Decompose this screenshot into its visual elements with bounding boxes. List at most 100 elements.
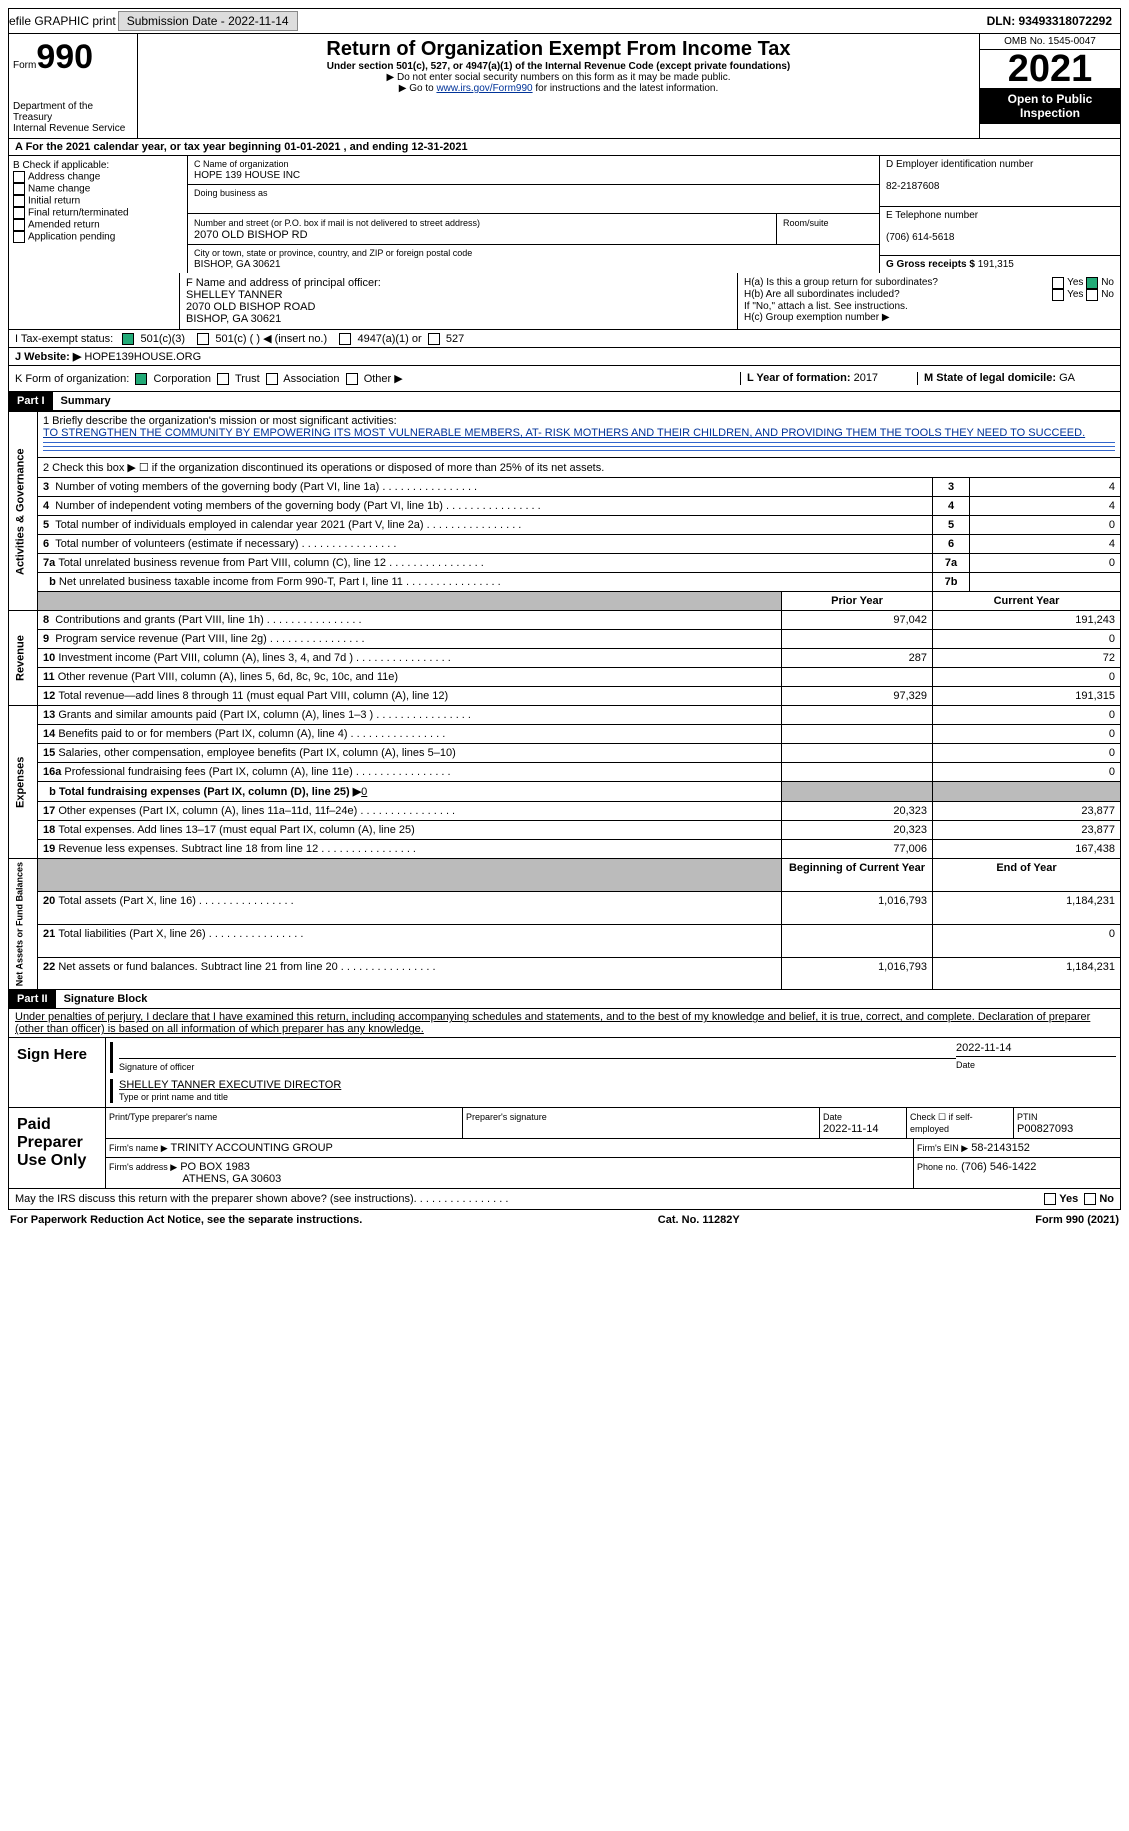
firm-ein: 58-2143152 [971, 1142, 1030, 1154]
chk-527[interactable] [428, 333, 440, 345]
line-3: 3 Number of voting members of the govern… [38, 478, 933, 497]
chk-name[interactable] [13, 183, 25, 195]
row-klm: K Form of organization: Corporation Trus… [8, 366, 1121, 392]
line-20: 20 Total assets (Part X, line 16) [38, 891, 782, 924]
sig-officer-label: Signature of officer [119, 1062, 194, 1072]
vert-ag: Activities & Governance [9, 412, 38, 611]
street-address: 2070 OLD BISHOP RD [194, 229, 308, 241]
open-inspection: Open to Public Inspection [980, 88, 1120, 124]
line-11: 11 Other revenue (Part VIII, column (A),… [38, 668, 782, 687]
efile-label: efile GRAPHIC print [9, 14, 116, 28]
firm-addr-label: Firm's address ▶ [109, 1162, 177, 1172]
chk-other[interactable] [346, 373, 358, 385]
discuss-no[interactable] [1084, 1193, 1096, 1205]
opt-final: Final return/terminated [28, 208, 129, 219]
city-label: City or town, state or province, country… [194, 248, 472, 258]
ha-label: H(a) Is this a group return for subordin… [744, 277, 1052, 289]
prep-date: 2022-11-14 [823, 1123, 878, 1135]
chk-assoc[interactable] [266, 373, 278, 385]
cat-no: Cat. No. 11282Y [658, 1214, 740, 1226]
hdr-curr: Current Year [994, 595, 1060, 607]
chk-address[interactable] [13, 171, 25, 183]
form-prefix: Form [13, 60, 36, 71]
note-1: ▶ Do not enter social security numbers o… [142, 72, 975, 83]
hdr-end: End of Year [996, 862, 1056, 874]
chk-amended[interactable] [13, 219, 25, 231]
opt-address: Address change [28, 172, 100, 183]
chk-initial[interactable] [13, 195, 25, 207]
ptin: P00827093 [1017, 1123, 1073, 1135]
m-label: M State of legal domicile: [924, 372, 1056, 384]
row-i: I Tax-exempt status: 501(c)(3) 501(c) ( … [8, 330, 1121, 348]
l-label: L Year of formation: [747, 372, 851, 384]
note2-post: for instructions and the latest informat… [533, 83, 719, 94]
chk-corp[interactable] [135, 373, 147, 385]
sig-date: 2022-11-14 [956, 1042, 1116, 1054]
c-name-label: C Name of organization [194, 159, 289, 169]
line-7b: b Net unrelated business taxable income … [38, 573, 933, 592]
row-a: A For the 2021 calendar year, or tax yea… [8, 139, 1121, 156]
hdr-beg: Beginning of Current Year [789, 862, 925, 874]
line-22: 22 Net assets or fund balances. Subtract… [38, 957, 782, 990]
penalties-text: Under penalties of perjury, I declare th… [8, 1009, 1121, 1038]
opt-amended: Amended return [28, 220, 100, 231]
chk-501c[interactable] [197, 333, 209, 345]
form-subtitle: Under section 501(c), 527, or 4947(a)(1)… [142, 61, 975, 72]
mission-text: TO STRENGTHEN THE COMMUNITY BY EMPOWERIN… [43, 427, 1115, 439]
col-h: H(a) Is this a group return for subordin… [738, 273, 1120, 329]
line-14: 14 Benefits paid to or for members (Part… [38, 725, 782, 744]
website: HOPE139HOUSE.ORG [81, 351, 201, 363]
k-label: K Form of organization: [15, 373, 129, 385]
paperwork-notice: For Paperwork Reduction Act Notice, see … [10, 1214, 362, 1226]
org-name: HOPE 139 HOUSE INC [194, 170, 300, 181]
line-2: 2 Check this box ▶ ☐ if the organization… [38, 458, 1121, 478]
firm-addr: PO BOX 1983 [180, 1161, 250, 1173]
discuss-label: May the IRS discuss this return with the… [15, 1193, 414, 1205]
part1-num: Part I [9, 392, 53, 410]
row-j: J Website: ▶ HOPE139HOUSE.ORG [8, 348, 1121, 366]
line-15: 15 Salaries, other compensation, employe… [38, 744, 782, 763]
chk-pending[interactable] [13, 231, 25, 243]
g-label: G Gross receipts $ [886, 259, 975, 270]
line-8: 8 Contributions and grants (Part VIII, l… [38, 611, 782, 630]
opt-pending: Application pending [28, 232, 115, 243]
vert-net: Net Assets or Fund Balances [9, 859, 38, 990]
officer-name-title: SHELLEY TANNER EXECUTIVE DIRECTOR [119, 1079, 1116, 1091]
chk-final[interactable] [13, 207, 25, 219]
self-emp-label: Check ☐ if self-employed [910, 1112, 973, 1134]
chk-501c3[interactable] [122, 333, 134, 345]
hb-no[interactable] [1086, 289, 1098, 301]
telephone: (706) 614-5618 [886, 232, 954, 243]
chk-trust[interactable] [217, 373, 229, 385]
date-label: Date [956, 1060, 975, 1070]
firm-phone: (706) 546-1422 [961, 1161, 1036, 1173]
firm-ein-label: Firm's EIN ▶ [917, 1143, 968, 1153]
year-formation: 2017 [854, 372, 878, 384]
form-header: Form990 Department of the Treasury Inter… [8, 34, 1121, 139]
ha-no[interactable] [1086, 277, 1098, 289]
paid-preparer-label: Paid Preparer Use Only [9, 1108, 106, 1188]
f-label: F Name and address of principal officer: [186, 277, 731, 289]
officer-addr1: 2070 OLD BISHOP ROAD [186, 301, 731, 313]
b-label: B Check if applicable: [13, 160, 183, 171]
irs-link[interactable]: www.irs.gov/Form990 [436, 83, 532, 94]
line-16b: b Total fundraising expenses (Part IX, c… [38, 782, 782, 802]
e-label: E Telephone number [886, 210, 978, 221]
line-19: 19 Revenue less expenses. Subtract line … [38, 840, 782, 859]
discuss-yes[interactable] [1044, 1193, 1056, 1205]
ptin-label: PTIN [1017, 1112, 1038, 1122]
ha-yes[interactable] [1052, 277, 1064, 289]
s1-label: 1 Briefly describe the organization's mi… [43, 415, 1115, 427]
chk-4947[interactable] [339, 333, 351, 345]
part1-title: Summary [53, 392, 119, 410]
i-label: I Tax-exempt status: [15, 333, 113, 345]
hb-yes[interactable] [1052, 289, 1064, 301]
line-6: 6 Total number of volunteers (estimate i… [38, 535, 933, 554]
part2-title: Signature Block [56, 990, 156, 1008]
dba-label: Doing business as [194, 188, 268, 198]
line-4: 4 Number of independent voting members o… [38, 497, 933, 516]
hb-label: H(b) Are all subordinates included? [744, 289, 1052, 301]
line-17: 17 Other expenses (Part IX, column (A), … [38, 802, 782, 821]
line-12: 12 Total revenue—add lines 8 through 11 … [38, 687, 782, 706]
submission-btn[interactable]: Submission Date - 2022-11-14 [118, 11, 298, 31]
